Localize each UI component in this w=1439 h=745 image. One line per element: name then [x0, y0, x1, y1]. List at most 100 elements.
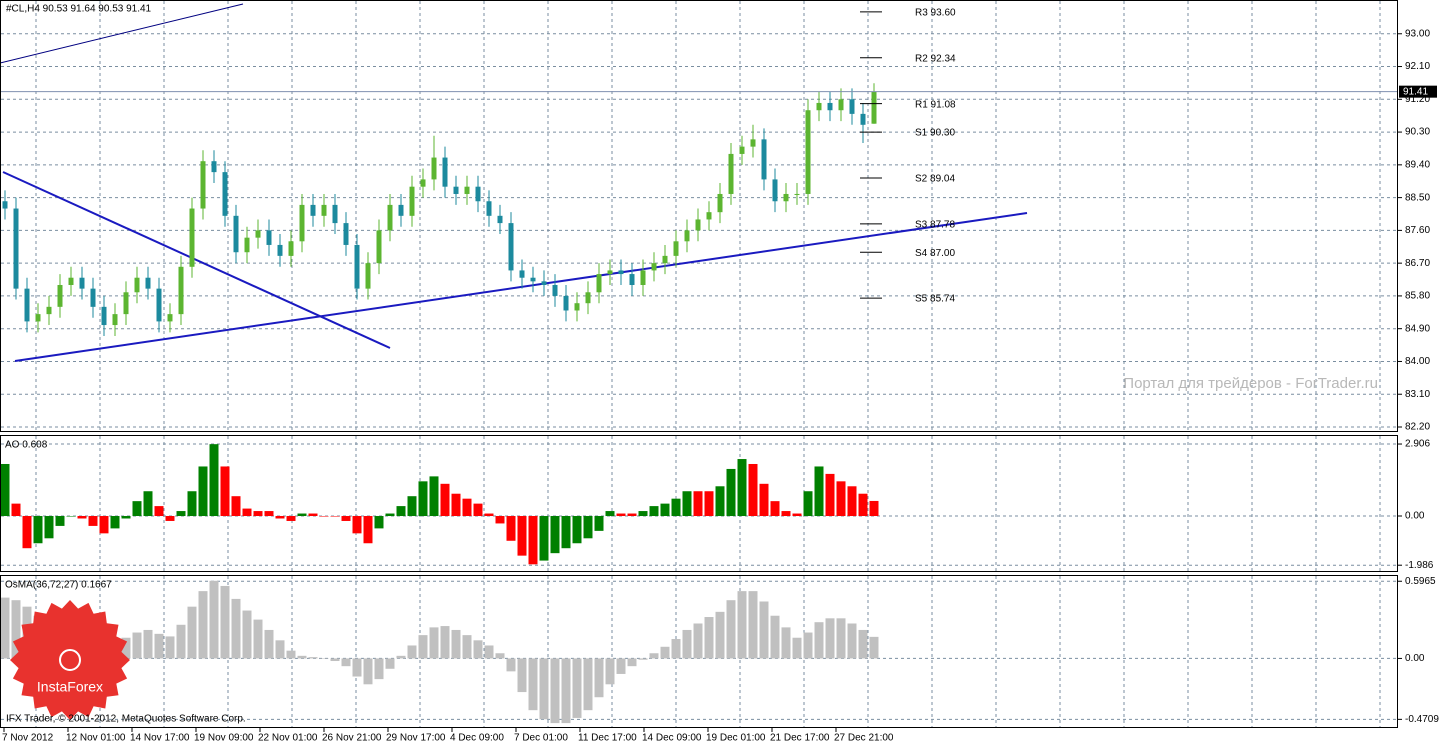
histogram-bar: [352, 516, 362, 534]
candle-body: [255, 230, 261, 238]
histogram-bar: [110, 516, 120, 529]
y-tick-label: 90.30: [1405, 127, 1430, 138]
histogram-bar: [847, 623, 857, 659]
histogram-bar: [231, 598, 241, 659]
histogram-bar: [66, 516, 76, 517]
main-panel: [0, 0, 1398, 432]
candle-body: [585, 292, 591, 304]
histogram-bar: [660, 646, 670, 659]
histogram-bar: [220, 585, 230, 659]
trend-line: [2, 171, 391, 349]
histogram-bar: [528, 658, 538, 711]
histogram-bar: [121, 637, 131, 659]
osma-title: OsMA(36,72,27) 0.1667: [5, 580, 112, 591]
y-tick-label: 0.00: [1405, 511, 1425, 522]
y-tick-label: 2.906: [1405, 439, 1430, 450]
histogram-bar: [319, 658, 329, 659]
histogram-bar: [660, 503, 670, 517]
candle-body: [101, 306, 107, 326]
candle-body: [354, 244, 360, 289]
x-tick-label: 19 Nov 09:00: [194, 733, 254, 744]
histogram-bar: [231, 496, 241, 517]
logo-text: InstaForex: [37, 679, 103, 695]
candle-body: [662, 255, 668, 264]
pivot-label: R3 93.60: [915, 8, 956, 19]
histogram-bar: [550, 658, 560, 724]
histogram-bar: [319, 516, 329, 517]
candle-body: [398, 204, 404, 216]
x-tick-label: 7 Nov 2012: [2, 733, 54, 744]
histogram-bar: [363, 516, 373, 544]
histogram-bar: [275, 516, 285, 519]
candle-body: [695, 219, 701, 231]
histogram-bar: [473, 503, 483, 517]
histogram-bar: [143, 629, 153, 659]
histogram-bar: [682, 491, 692, 517]
candle-body: [189, 208, 195, 267]
y-tick-label: 84.00: [1405, 356, 1430, 367]
histogram-bar: [330, 516, 340, 517]
x-tick-label: 26 Nov 21:00: [322, 733, 382, 744]
candle-body: [618, 270, 624, 275]
y-tick-label: 89.40: [1405, 159, 1430, 170]
histogram-bar: [440, 626, 450, 659]
histogram-bar: [737, 591, 747, 659]
candle-body: [79, 277, 85, 289]
histogram-bar: [385, 513, 395, 517]
candle-body: [805, 110, 811, 194]
histogram-bar: [748, 591, 758, 659]
histogram-bar: [286, 516, 296, 521]
histogram-bar: [11, 503, 21, 517]
x-tick-label: 14 Dec 09:00: [642, 733, 702, 744]
x-tick-label: 27 Dec 21:00: [834, 733, 894, 744]
histogram-bar: [176, 511, 186, 517]
histogram-bar: [374, 658, 384, 680]
histogram-bar: [385, 658, 395, 669]
candle-body: [750, 139, 756, 147]
candle-body: [167, 314, 173, 322]
x-tick-label: 12 Nov 01:00: [66, 733, 126, 744]
candle-body: [431, 157, 437, 180]
histogram-bar: [781, 511, 791, 517]
histogram-bar: [253, 511, 263, 517]
histogram-bar: [176, 624, 186, 659]
histogram-bar: [473, 640, 483, 659]
histogram-bar: [484, 645, 494, 659]
histogram-bar: [583, 658, 593, 711]
histogram-bar: [451, 629, 461, 659]
histogram-bar: [693, 491, 703, 517]
histogram-bar: [198, 591, 208, 659]
y-tick-label: 86.70: [1405, 258, 1430, 269]
histogram-bar: [704, 617, 714, 659]
histogram-bar: [748, 463, 758, 517]
candle-body: [156, 288, 162, 322]
histogram-bar: [781, 627, 791, 659]
histogram-bar: [649, 506, 659, 517]
pivot-label: S3 87.78: [915, 219, 955, 230]
candle-body: [277, 244, 283, 256]
histogram-bar: [209, 444, 219, 517]
y-tick-label: 92.10: [1405, 61, 1430, 72]
y-tick-label: 87.60: [1405, 225, 1430, 236]
histogram-bar: [220, 466, 230, 517]
histogram-bar: [198, 466, 208, 517]
histogram-bar: [506, 516, 516, 541]
candle-body: [13, 208, 19, 289]
osma-panel: [0, 575, 1398, 728]
candle-body: [519, 270, 525, 278]
histogram-bar: [308, 657, 318, 659]
histogram-bar: [594, 658, 604, 698]
y-tick-label: 82.20: [1405, 422, 1430, 433]
histogram-bar: [539, 658, 549, 720]
candle-body: [761, 139, 767, 180]
pivot-label: S1 90.30: [915, 128, 955, 139]
histogram-bar: [572, 516, 582, 544]
candle-body: [310, 204, 316, 216]
histogram-bar: [297, 513, 307, 517]
candle-body: [57, 284, 63, 307]
histogram-bar: [814, 466, 824, 517]
candle-body: [46, 306, 52, 315]
histogram-bar: [462, 635, 472, 659]
histogram-bar: [440, 483, 450, 517]
candle-body: [299, 204, 305, 242]
